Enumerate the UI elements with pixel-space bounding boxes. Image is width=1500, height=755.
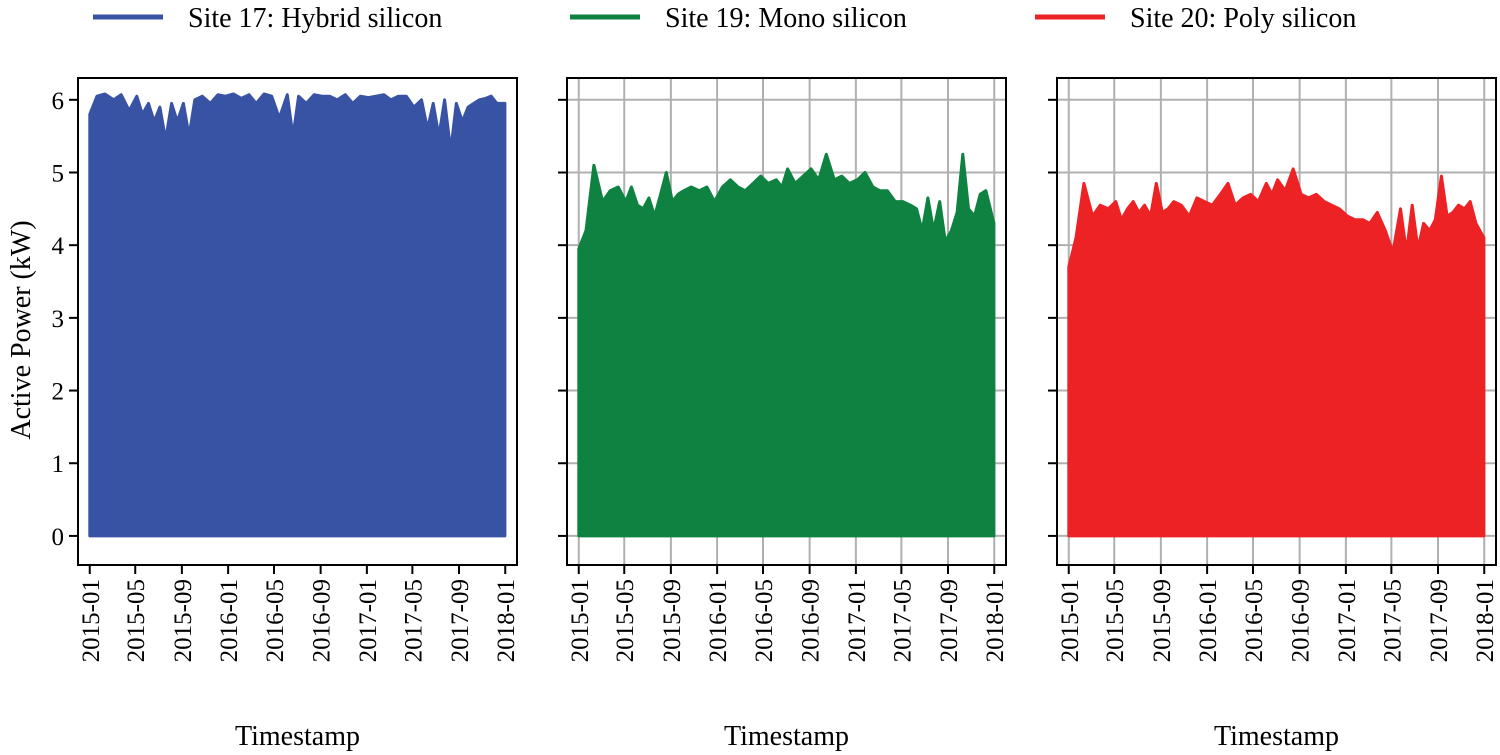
y-tick-label: 0 — [52, 524, 65, 551]
panel-site-20: 2015-01 2015-05 2015-09 2016-01 2016-05 2016-… — [1048, 77, 1499, 752]
y-tick-label: 5 — [52, 160, 65, 187]
x-tick-label: 2016-01 — [1195, 579, 1222, 662]
x-tick-label: 2017-09 — [1426, 579, 1453, 662]
x-tick-label: 2016-05 — [1241, 579, 1268, 662]
x-tick-label: 2017-09 — [936, 579, 963, 662]
legend-item-site-17: Site 17: Hybrid silicon — [93, 3, 442, 34]
legend-label-site-17: Site 17: Hybrid silicon — [188, 3, 442, 34]
x-tick-label: 2017-05 — [400, 579, 427, 662]
x-tick-label: 2015-05 — [1102, 579, 1129, 662]
y-axis-title: Active Power (kW) — [6, 220, 37, 439]
x-axis-title: Timestamp — [724, 721, 849, 752]
x-tick-label: 2015-09 — [1149, 579, 1176, 662]
series-area — [1067, 167, 1486, 538]
x-tick-label: 2016-09 — [798, 579, 825, 662]
legend-label-site-20: Site 20: Poly silicon — [1130, 3, 1356, 34]
x-tick-label: 2016-01 — [705, 579, 732, 662]
x-tick-label: 2016-05 — [751, 579, 778, 662]
x-tick-label: 2017-01 — [844, 579, 871, 662]
legend-item-site-19: Site 19: Mono silicon — [570, 3, 907, 34]
x-tick-label: 2017-05 — [1379, 579, 1406, 662]
series-area — [88, 92, 507, 538]
x-tick-label: 2015-01 — [78, 579, 105, 662]
plot-frame — [1056, 77, 1497, 566]
panel-site-19: 2015-01 2015-05 2015-09 2016-01 2016-05 2016-… — [558, 77, 1009, 752]
panel-site-17: 0 1 2 3 4 5 6 2015-01 2015-05 2015-09 2016-01 2016-… — [52, 77, 520, 752]
y-tick-label: 4 — [52, 233, 65, 260]
x-tick-label: 2015-05 — [612, 579, 639, 662]
x-tick-label: 2015-05 — [123, 579, 150, 662]
plot-frame — [77, 77, 518, 566]
series-area — [577, 152, 996, 538]
x-tick-label: 2017-01 — [355, 579, 382, 662]
x-tick-label: 2016-01 — [216, 579, 243, 662]
plot-frame — [566, 77, 1007, 566]
legend: Site 17: Hybrid silicon Site 19: Mono si… — [93, 3, 1356, 34]
legend-label-site-19: Site 19: Mono silicon — [665, 3, 907, 34]
y-tick-label: 1 — [52, 451, 65, 478]
x-tick-label: 2017-01 — [1334, 579, 1361, 662]
x-tick-label: 2016-09 — [309, 579, 336, 662]
x-tick-label: 2015-09 — [659, 579, 686, 662]
x-axis-title: Timestamp — [235, 721, 360, 752]
y-tick-label: 6 — [52, 88, 65, 115]
x-tick-label: 2015-01 — [1057, 579, 1084, 662]
x-tick-label: 2018-01 — [982, 579, 1009, 662]
x-tick-label: 2016-05 — [262, 579, 289, 662]
y-tick-label: 2 — [52, 379, 65, 406]
x-tick-label: 2018-01 — [493, 579, 520, 662]
y-tick-label: 3 — [52, 306, 65, 333]
x-tick-label: 2018-01 — [1472, 579, 1499, 662]
legend-item-site-20: Site 20: Poly silicon — [1035, 3, 1356, 34]
x-tick-label: 2015-01 — [567, 579, 594, 662]
x-tick-label: 2017-09 — [447, 579, 474, 662]
x-tick-label: 2015-09 — [170, 579, 197, 662]
x-tick-label: 2017-05 — [889, 579, 916, 662]
x-tick-label: 2016-09 — [1288, 579, 1315, 662]
x-axis-title: Timestamp — [1214, 721, 1339, 752]
